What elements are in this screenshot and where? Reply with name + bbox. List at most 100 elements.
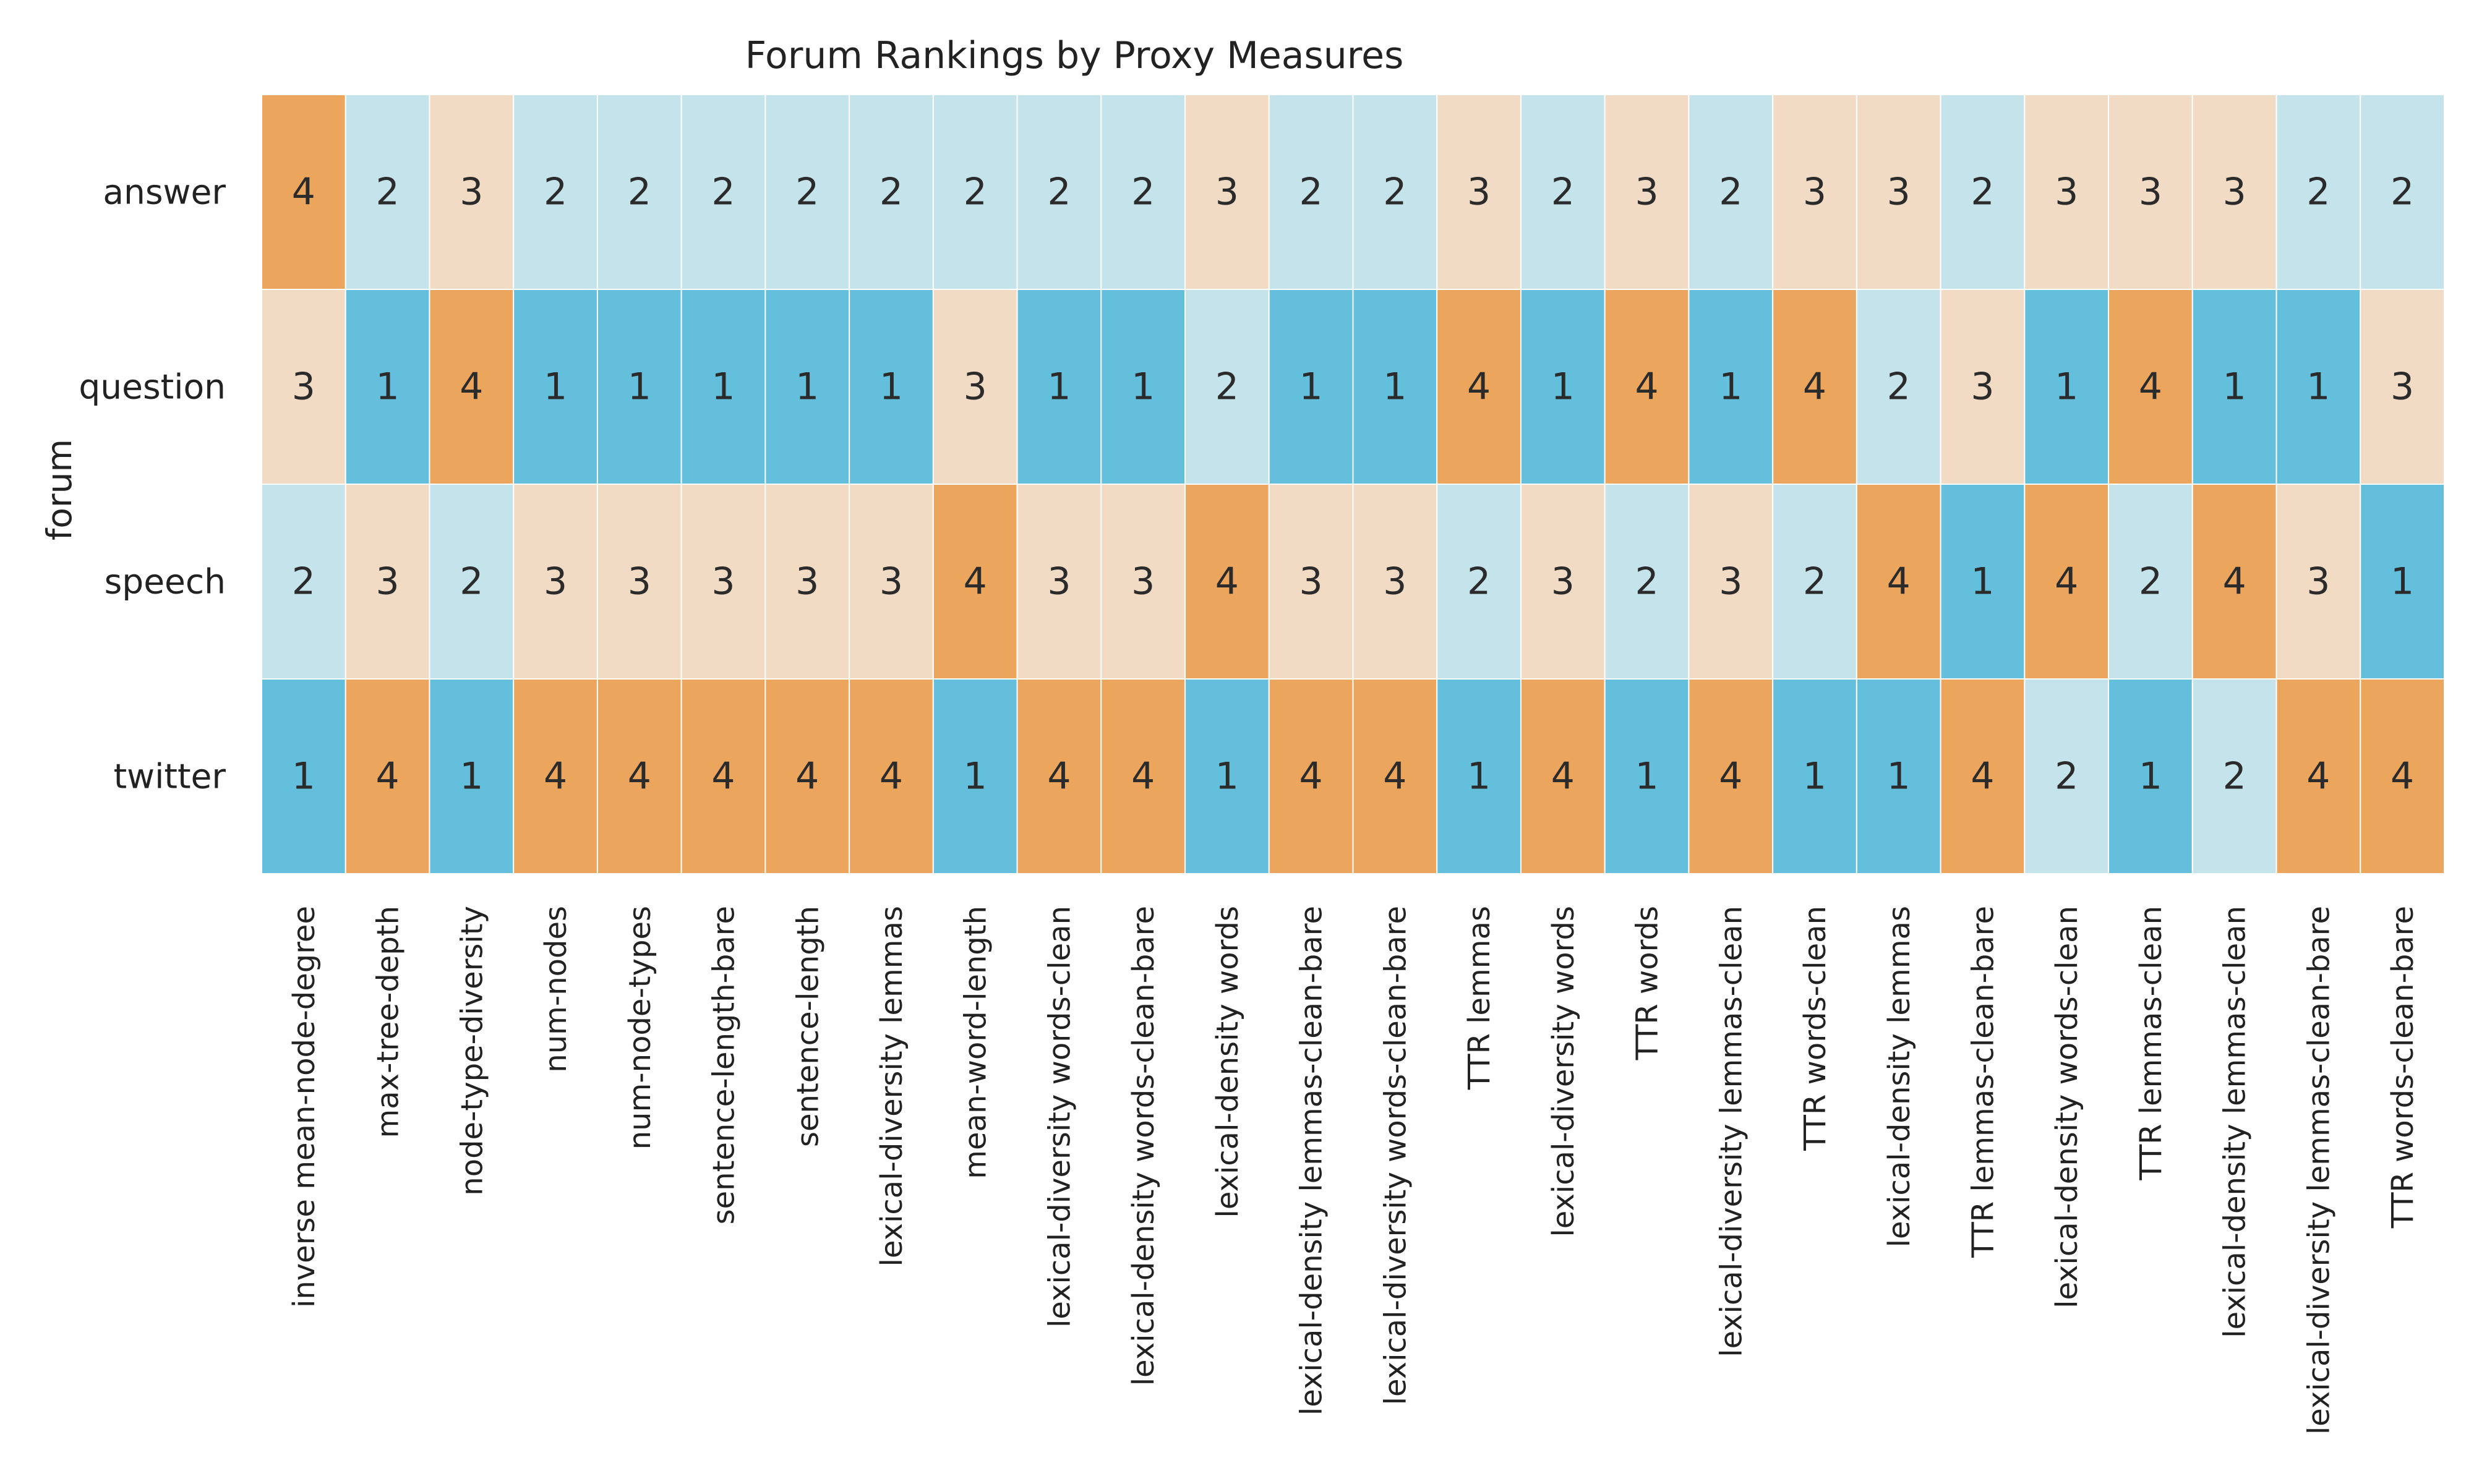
heatmap-cell-twitter-node-type-diversity — [429, 678, 515, 874]
cell-value-answer-ttr-lemmas-clean-bare: 2 — [1971, 171, 1994, 214]
cell-value-twitter-ttr-words-clean-bare: 4 — [2391, 755, 2414, 798]
cell-value-speech-sentence-length-bare: 3 — [711, 560, 735, 603]
cell-value-twitter-lexical-diversity-lemmas: 4 — [880, 755, 903, 798]
heatmap-cell-answer-lexical-density-lemmas-clean-bare — [1268, 94, 1354, 290]
cell-value-twitter-ttr-words-clean: 1 — [1803, 755, 1826, 798]
cell-value-answer-lexical-density-lemmas-clean: 3 — [2223, 171, 2246, 214]
cell-value-question-lexical-diversity-words: 1 — [1551, 365, 1575, 409]
cell-value-question-lexical-density-lemmas: 2 — [1887, 365, 1911, 409]
cell-value-speech-node-type-diversity: 2 — [460, 560, 483, 603]
cell-value-answer-sentence-length: 2 — [795, 171, 819, 214]
cell-value-question-lexical-density-words: 2 — [1215, 365, 1239, 409]
cell-value-twitter-lexical-diversity-words-clean-bare: 4 — [1383, 755, 1406, 798]
heatmap-cell-speech-lexical-density-lemmas-clean — [2191, 484, 2277, 680]
cell-value-question-lexical-density-words-clean-bare: 1 — [1131, 365, 1155, 409]
heatmap-cell-speech-ttr-words — [1604, 484, 1690, 680]
cell-value-speech-lexical-density-lemmas: 4 — [1887, 560, 1911, 603]
cell-value-answer-lexical-diversity-lemmas-clean: 2 — [1719, 171, 1742, 214]
heatmap-cell-speech-ttr-lemmas — [1436, 484, 1522, 680]
cell-value-twitter-sentence-length: 4 — [795, 755, 819, 798]
heatmap-cell-speech-lexical-density-lemmas — [1856, 484, 1941, 680]
cell-value-twitter-sentence-length-bare: 4 — [711, 755, 735, 798]
column-label-lexical-density-words-clean: lexical-density words-clean — [2050, 906, 2084, 1308]
heatmap-cell-question-max-tree-depth — [345, 289, 430, 485]
heatmap-cell-twitter-ttr-words-clean-bare — [2360, 678, 2446, 874]
cell-value-speech-lexical-density-words-clean-bare: 3 — [1131, 560, 1155, 603]
heatmap-cell-answer-ttr-words-clean — [1772, 94, 1857, 290]
cell-value-question-mean-word-length: 3 — [964, 365, 987, 409]
cell-value-question-num-nodes: 1 — [544, 365, 567, 409]
row-label-twitter: twitter — [114, 757, 226, 796]
cell-value-question-lexical-diversity-lemmas-clean-bare: 1 — [2306, 365, 2330, 409]
cell-value-speech-lexical-density-words-clean: 4 — [2055, 560, 2078, 603]
heatmap-cell-answer-lexical-density-words — [1184, 94, 1270, 290]
heatmap-cell-twitter-mean-word-length — [932, 678, 1018, 874]
cell-value-question-lexical-diversity-lemmas: 1 — [880, 365, 903, 409]
cell-value-twitter-lexical-density-words-clean: 2 — [2055, 755, 2078, 798]
heatmap-cell-twitter-ttr-lemmas-clean-bare — [1940, 678, 2026, 874]
heatmap-cell-question-ttr-words — [1604, 289, 1690, 485]
heatmap-cell-question-ttr-words-clean — [1772, 289, 1857, 485]
cell-value-question-max-tree-depth: 1 — [376, 365, 400, 409]
heatmap-cell-speech-lexical-diversity-lemmas-clean-bare — [2275, 484, 2361, 680]
heatmap-cell-speech-ttr-words-clean-bare — [2360, 484, 2446, 680]
cell-value-twitter-inverse-mean-node-degree: 1 — [292, 755, 315, 798]
heatmap-cell-twitter-lexical-diversity-lemmas — [849, 678, 934, 874]
column-label-mean-word-length: mean-word-length — [959, 906, 993, 1179]
cell-value-twitter-ttr-lemmas: 1 — [1467, 755, 1491, 798]
heatmap-cell-twitter-ttr-words-clean — [1772, 678, 1857, 874]
heatmap-cell-answer-node-type-diversity — [429, 94, 515, 290]
cell-value-speech-lexical-density-words: 4 — [1215, 560, 1239, 603]
cell-value-question-lexical-diversity-words-clean: 1 — [1047, 365, 1071, 409]
heatmap-cell-answer-lexical-diversity-words — [1520, 94, 1606, 290]
heatmap-cell-question-lexical-diversity-words — [1520, 289, 1606, 485]
cell-value-question-inverse-mean-node-degree: 3 — [292, 365, 315, 409]
heatmap-cell-answer-num-node-types — [596, 94, 682, 290]
cell-value-answer-lexical-density-lemmas: 3 — [1887, 171, 1911, 214]
heatmap-cell-speech-mean-word-length — [932, 484, 1018, 680]
heatmap-cell-speech-node-type-diversity — [429, 484, 515, 680]
heatmap-cell-answer-lexical-diversity-lemmas-clean-bare — [2275, 94, 2361, 290]
heatmap-cell-twitter-num-node-types — [596, 678, 682, 874]
column-label-lexical-diversity-lemmas-clean-bare: lexical-diversity lemmas-clean-bare — [2301, 906, 2336, 1435]
heatmap-cell-question-inverse-mean-node-degree — [261, 289, 346, 485]
heatmap-cell-question-lexical-density-lemmas-clean-bare — [1268, 289, 1354, 485]
y-axis-label: forum — [40, 439, 79, 540]
heatmap-cell-twitter-sentence-length — [764, 678, 850, 874]
cell-value-speech-lexical-diversity-words-clean: 3 — [1047, 560, 1071, 603]
cell-value-twitter-max-tree-depth: 4 — [376, 755, 400, 798]
row-label-question: question — [79, 367, 226, 407]
cell-value-speech-ttr-lemmas-clean-bare: 1 — [1971, 560, 1994, 603]
heatmap-cell-speech-lexical-density-words — [1184, 484, 1270, 680]
cell-value-answer-lexical-density-words: 3 — [1215, 171, 1239, 214]
cell-value-question-ttr-words: 4 — [1635, 365, 1658, 409]
heatmap-cell-twitter-num-nodes — [513, 678, 598, 874]
column-label-max-tree-depth: max-tree-depth — [371, 906, 406, 1138]
column-label-num-nodes: num-nodes — [539, 906, 573, 1073]
heatmap-cell-answer-sentence-length-bare — [680, 94, 766, 290]
heatmap-cell-answer-max-tree-depth — [345, 94, 430, 290]
heatmap-cell-question-lexical-density-words-clean-bare — [1100, 289, 1186, 485]
cell-value-question-lexical-density-lemmas-clean: 1 — [2223, 365, 2246, 409]
cell-value-speech-ttr-lemmas: 2 — [1467, 560, 1491, 603]
heatmap-cell-speech-ttr-lemmas-clean — [2108, 484, 2193, 680]
column-label-lexical-density-lemmas: lexical-density lemmas — [1882, 906, 1917, 1247]
heatmap-cell-answer-inverse-mean-node-degree — [261, 94, 346, 290]
cell-value-speech-inverse-mean-node-degree: 2 — [292, 560, 315, 603]
heatmap-cell-speech-lexical-diversity-lemmas-clean — [1688, 484, 1774, 680]
column-label-num-node-types: num-node-types — [623, 906, 657, 1149]
cell-value-answer-lexical-diversity-words-clean-bare: 2 — [1383, 171, 1406, 214]
column-label-lexical-diversity-words: lexical-diversity words — [1546, 906, 1581, 1237]
cell-value-twitter-node-type-diversity: 1 — [460, 755, 483, 798]
cell-value-speech-lexical-diversity-words: 3 — [1551, 560, 1575, 603]
heatmap-cell-twitter-ttr-words — [1604, 678, 1690, 874]
heatmap-cell-speech-ttr-lemmas-clean-bare — [1940, 484, 2026, 680]
column-label-ttr-lemmas-clean: TTR lemmas-clean — [2134, 906, 2168, 1181]
cell-value-answer-num-node-types: 2 — [628, 171, 651, 214]
cell-value-answer-ttr-words: 3 — [1635, 171, 1658, 214]
heatmap-cell-twitter-lexical-density-lemmas — [1856, 678, 1941, 874]
chart-title: Forum Rankings by Proxy Measures — [745, 34, 1404, 77]
heatmap-cell-question-lexical-density-words — [1184, 289, 1270, 485]
column-label-lexical-density-words: lexical-density words — [1210, 906, 1245, 1217]
